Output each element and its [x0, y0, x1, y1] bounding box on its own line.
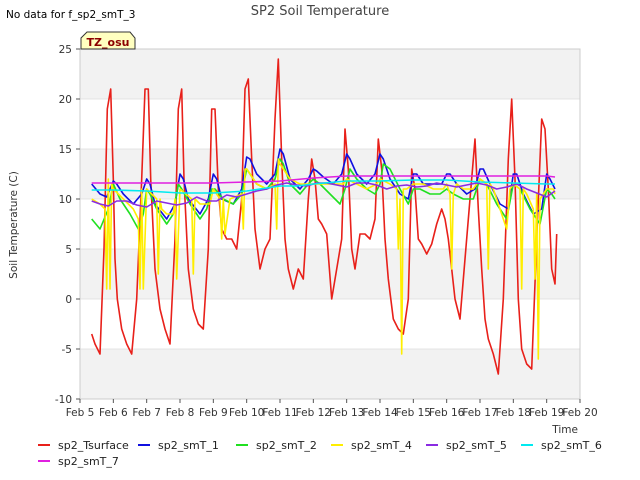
grid-band — [80, 149, 580, 199]
legend-item-sp2_smT_4: sp2_smT_4 — [331, 439, 412, 452]
x-tick-label: Feb 8 — [166, 407, 195, 419]
grid-band — [80, 49, 580, 99]
x-tick-label: Feb 19 — [529, 407, 564, 419]
legend-item-sp2_smT_7: sp2_smT_7 — [38, 455, 119, 468]
plot-area — [80, 49, 580, 399]
series-layer — [90, 58, 558, 375]
legend-item-sp2_smT_1: sp2_smT_1 — [138, 439, 219, 452]
plot-background — [80, 49, 580, 399]
x-tick-label: Feb 6 — [99, 407, 128, 419]
x-tick-label: Feb 13 — [329, 407, 364, 419]
x-tick-label: Feb 9 — [199, 407, 228, 419]
x-tick-label: Feb 14 — [362, 407, 398, 419]
grid-band — [80, 349, 580, 399]
x-tick-label: Feb 7 — [132, 407, 161, 419]
legend-label: sp2_smT_4 — [351, 439, 412, 452]
legend-label: sp2_smT_5 — [446, 439, 507, 452]
legend-item-sp2_smT_6: sp2_smT_6 — [521, 439, 602, 452]
legend-item-sp2_Tsurface: sp2_Tsurface — [38, 439, 129, 452]
axes: -10 -5 0 5 10 15 20 25 Feb 5 Feb 6 Feb 7 Feb 8 Feb 9… — [55, 44, 598, 419]
site-badge: TZ_osu — [80, 31, 136, 50]
series-line-sp2_smT_6 — [91, 179, 555, 194]
y-axis-title: Soil Temperature (C) — [8, 171, 20, 279]
y-tick-label: 10 — [59, 194, 72, 206]
x-tick-label: Feb 18 — [496, 407, 531, 419]
legend-item-sp2_smT_5: sp2_smT_5 — [426, 439, 507, 452]
series-line-sp2_Tsurface — [90, 58, 558, 375]
y-tick-label: 20 — [59, 94, 72, 106]
legend-label: sp2_Tsurface — [58, 439, 129, 452]
x-tick-label: Feb 12 — [296, 407, 331, 419]
site-label: TZ_osu — [87, 36, 130, 49]
legend-label: sp2_smT_1 — [158, 439, 219, 452]
y-tick-label: -5 — [62, 344, 72, 356]
legend: sp2_Tsurface sp2_smT_1 sp2_smT_2 sp2_smT_4 s… — [38, 439, 602, 468]
x-axis-title: Time — [551, 424, 578, 436]
legend-item-sp2_smT_2: sp2_smT_2 — [236, 439, 317, 452]
x-tick-label: Feb 15 — [396, 407, 431, 419]
plot-frame — [79, 48, 581, 400]
x-tick-label: Feb 17 — [462, 407, 497, 419]
x-tick-label: Feb 11 — [262, 407, 297, 419]
y-tick-label: 15 — [59, 144, 72, 156]
x-tick-label: Feb 5 — [66, 407, 95, 419]
x-tick-label: Feb 16 — [429, 407, 465, 419]
legend-label: sp2_smT_2 — [256, 439, 317, 452]
y-tick-label: 25 — [59, 44, 72, 56]
series-line-sp2_smT_2 — [91, 158, 556, 230]
legend-label: sp2_smT_7 — [58, 455, 119, 468]
y-tick-label: -10 — [55, 394, 72, 406]
y-tick-label: 0 — [65, 294, 72, 306]
series-line-sp2_smT_7 — [91, 175, 556, 184]
no-data-note: No data for f_sp2_smT_3 — [6, 9, 135, 21]
legend-label: sp2_smT_6 — [541, 439, 602, 452]
x-tick-label: Feb 20 — [562, 407, 597, 419]
y-tick-label: 5 — [65, 244, 72, 256]
x-tick-label: Feb 10 — [229, 407, 264, 419]
chart-title: SP2 Soil Temperature — [251, 4, 389, 19]
